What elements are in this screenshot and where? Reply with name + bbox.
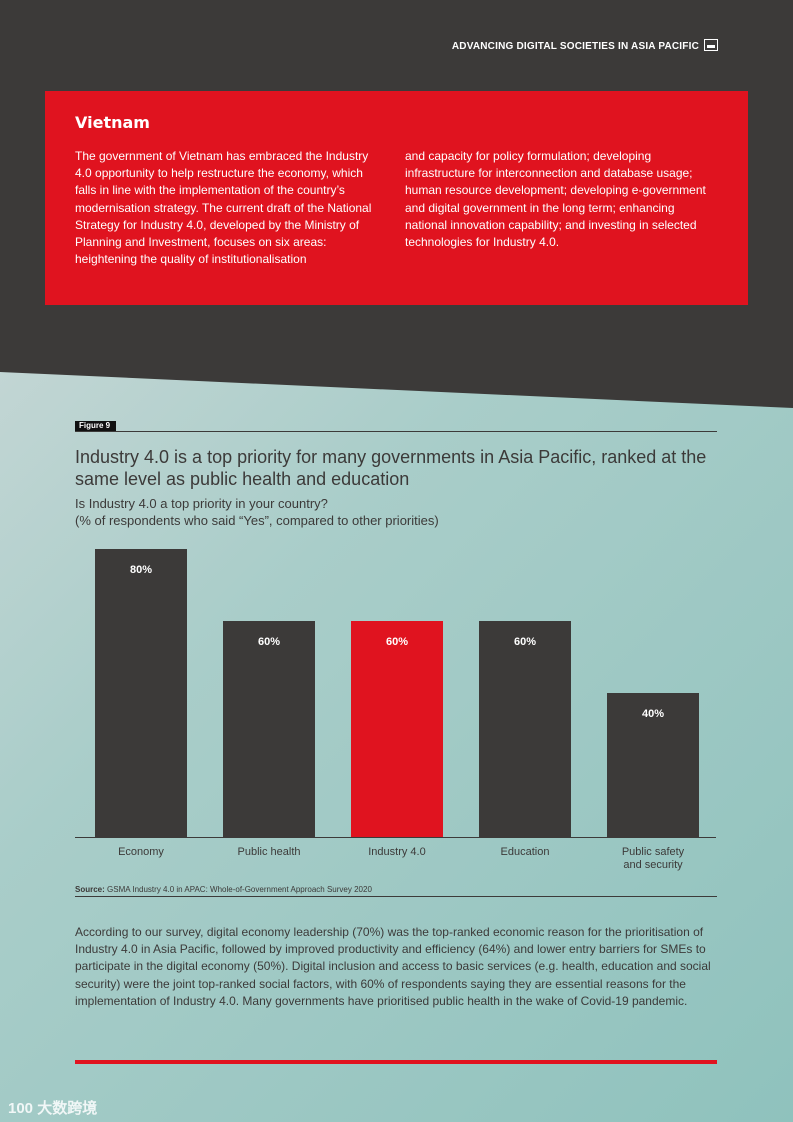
data-label: 60% [258, 636, 280, 648]
bar-chart: 80% Economy 60% Public health 60% Industry 4.… [75, 549, 716, 871]
building-icon [704, 39, 718, 51]
bar-industry-4-0 [351, 621, 443, 837]
callout-title: Vietnam [75, 113, 150, 132]
category-label: Education [501, 846, 550, 858]
data-label: 60% [514, 636, 536, 648]
chart-subtitle: Is Industry 4.0 a top priority in your c… [75, 495, 715, 529]
figure-top-rule [75, 431, 717, 432]
chart-subtitle-note: (% of respondents who said “Yes”, compar… [75, 513, 439, 528]
callout-paragraph-left: The government of Vietnam has embraced t… [75, 149, 372, 267]
source-prefix: Source: [75, 885, 105, 894]
watermark: 100 大数跨境 [8, 1100, 98, 1117]
figure-source: Source: GSMA Industry 4.0 in APAC: Whole… [75, 885, 372, 894]
source-text: GSMA Industry 4.0 in APAC: Whole-of-Gove… [104, 885, 372, 894]
category-label: Industry 4.0 [368, 846, 425, 858]
category-label: and security [623, 859, 683, 871]
chart-subtitle-question: Is Industry 4.0 a top priority in your c… [75, 496, 328, 511]
data-label: 60% [386, 636, 408, 648]
category-label: Economy [118, 846, 164, 858]
bar-public-health [223, 621, 315, 837]
chart-title: Industry 4.0 is a top priority for many … [75, 447, 707, 489]
category-label: Public health [238, 846, 301, 858]
bar-economy [95, 549, 187, 837]
figure-label: Figure 9 [75, 421, 117, 431]
footer-red-rule [75, 1060, 717, 1064]
running-header: ADVANCING DIGITAL SOCIETIES IN ASIA PACI… [451, 41, 699, 52]
bar-public-safety-and-security [607, 693, 699, 837]
data-label: 80% [130, 564, 152, 576]
body-paragraph: According to our survey, digital economy… [75, 925, 711, 1008]
callout-paragraph-right: and capacity for policy formulation; dev… [405, 149, 706, 250]
vietnam-callout: Vietnam The government of Vietnam has em… [45, 91, 748, 305]
figure-bottom-rule [75, 896, 717, 897]
data-label: 40% [642, 708, 664, 720]
category-label: Public safety [622, 846, 685, 858]
bar-education [479, 621, 571, 837]
